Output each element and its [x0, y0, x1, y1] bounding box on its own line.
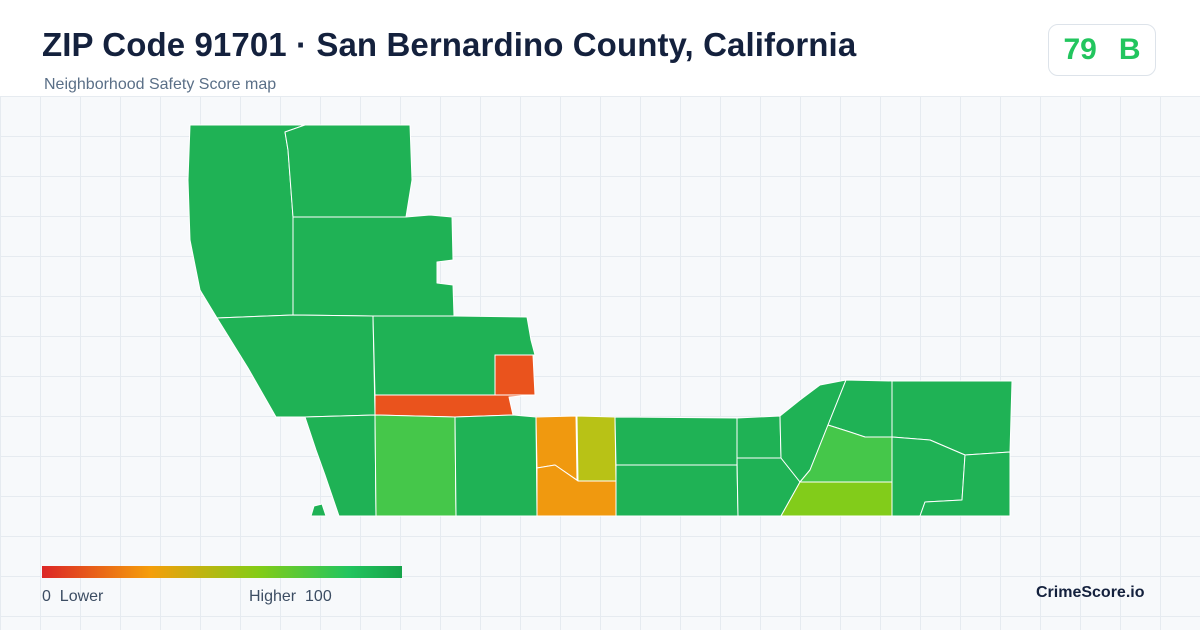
tract-yellow-green[interactable]: [576, 415, 617, 482]
header-band: [0, 0, 1200, 96]
legend-min-label: 0 Lower: [42, 588, 104, 605]
legend-max-label: Higher 100: [249, 588, 332, 605]
tract-east-lime[interactable]: [780, 481, 893, 517]
tract-northwest[interactable]: [187, 124, 306, 319]
tract-southwest[interactable]: [304, 414, 377, 517]
tract-west-middle[interactable]: [216, 314, 376, 418]
tract-southwest-tip[interactable]: [310, 503, 327, 517]
tract-east-center-north[interactable]: [614, 416, 738, 466]
brand-logo-text[interactable]: CrimeScore.io: [1036, 584, 1145, 601]
score-badge: 79 B: [1048, 24, 1156, 76]
page-subtitle: Neighborhood Safety Score map: [44, 76, 277, 93]
tract-red-east[interactable]: [494, 354, 536, 396]
tract-far-east-corner[interactable]: [919, 451, 1011, 517]
tract-south-central-east[interactable]: [454, 414, 538, 517]
tract-north-central[interactable]: [284, 124, 413, 218]
page-title: ZIP Code 91701 · San Bernardino County, …: [42, 26, 857, 63]
tract-east-center-south[interactable]: [615, 464, 739, 517]
legend-gradient-bar: [42, 566, 402, 578]
score-value: 79: [1063, 33, 1097, 66]
tract-south-central[interactable]: [374, 414, 457, 517]
tract-east-a[interactable]: [736, 415, 782, 459]
score-grade: B: [1118, 33, 1141, 66]
tract-north-east-upper[interactable]: [292, 214, 455, 317]
tract-red-band[interactable]: [374, 394, 536, 418]
